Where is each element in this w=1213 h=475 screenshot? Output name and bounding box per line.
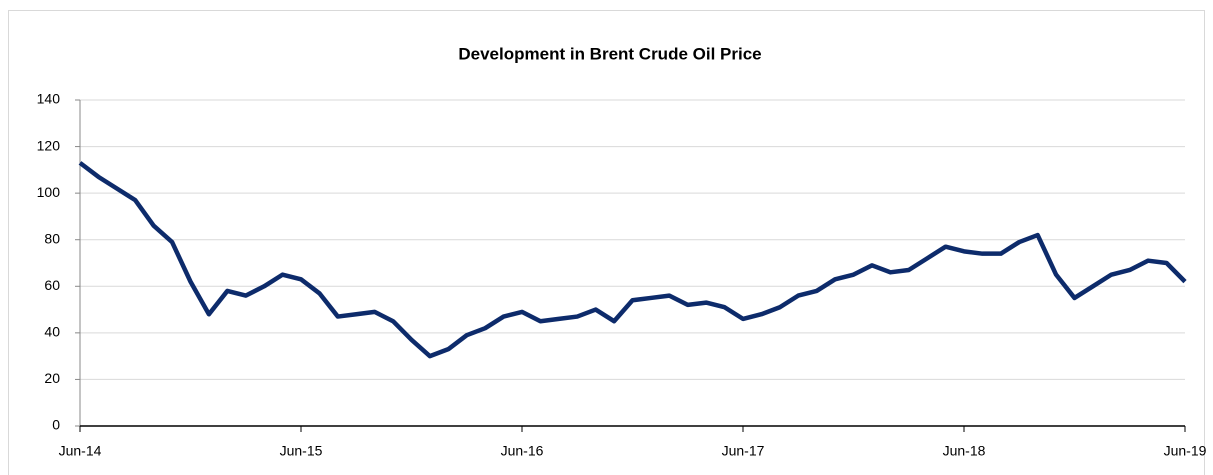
y-tick-label: 60 bbox=[44, 277, 60, 293]
x-tick-label: Jun-16 bbox=[501, 443, 544, 459]
y-tick-label: 40 bbox=[44, 324, 60, 340]
y-tick-label: 20 bbox=[44, 370, 60, 386]
x-tick-label: Jun-18 bbox=[943, 443, 986, 459]
y-tick-label: 0 bbox=[52, 417, 60, 433]
y-tick-label: 120 bbox=[37, 137, 61, 153]
y-tick-label: 100 bbox=[37, 184, 61, 200]
x-tick-label: Jun-14 bbox=[59, 443, 102, 459]
chart-title: Development in Brent Crude Oil Price bbox=[458, 44, 761, 63]
x-tick-label: Jun-19 bbox=[1164, 443, 1207, 459]
price-line bbox=[78, 161, 1187, 359]
x-tick-label: Jun-17 bbox=[722, 443, 765, 459]
x-tick-label: Jun-15 bbox=[280, 443, 323, 459]
y-tick-label: 80 bbox=[44, 230, 60, 246]
y-tick-label: 140 bbox=[37, 91, 61, 107]
chart-border bbox=[8, 10, 1205, 475]
